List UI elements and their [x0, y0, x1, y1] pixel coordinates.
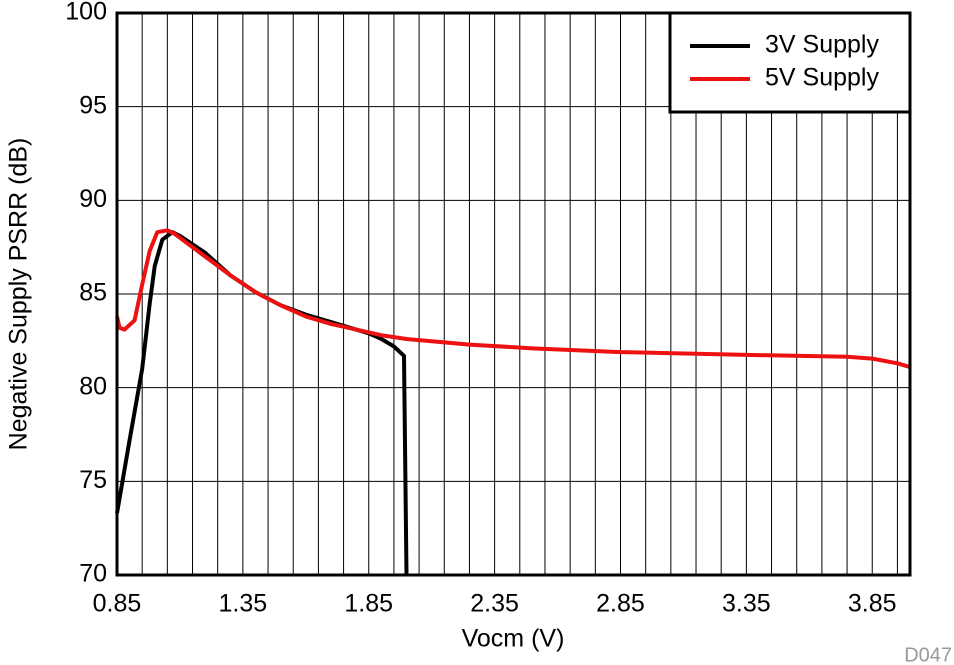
x-tick-label: 3.35	[722, 590, 771, 618]
legend-label: 5V Supply	[765, 64, 879, 92]
x-axis-label: Vocm (V)	[462, 625, 565, 653]
x-tick-label: 1.35	[219, 590, 268, 618]
x-tick-label: 3.85	[848, 590, 897, 618]
x-tick-label: 0.85	[93, 590, 142, 618]
y-tick-label: 70	[79, 560, 107, 588]
grid	[116, 12, 910, 576]
legend-box	[668, 11, 912, 114]
y-axis-label: Negative Supply PSRR (dB)	[5, 138, 33, 451]
y-tick-label: 85	[79, 279, 107, 307]
series-line	[115, 228, 911, 369]
y-tick-label: 90	[79, 185, 107, 213]
x-tick-label: 2.85	[596, 590, 645, 618]
y-tick-label: 95	[79, 91, 107, 119]
x-tick-label: 1.85	[344, 590, 393, 618]
y-tick-label: 100	[65, 0, 107, 26]
x-tick-label: 2.35	[470, 590, 519, 618]
plot-frame	[115, 11, 912, 577]
series-line	[115, 230, 409, 576]
y-tick-label: 80	[79, 372, 107, 400]
legend-label: 3V Supply	[765, 31, 879, 59]
lines	[115, 228, 911, 576]
legend: 3V Supply 5V Supply	[668, 11, 912, 114]
figure-id: D047	[904, 644, 952, 665]
y-tick-label: 75	[79, 466, 107, 494]
